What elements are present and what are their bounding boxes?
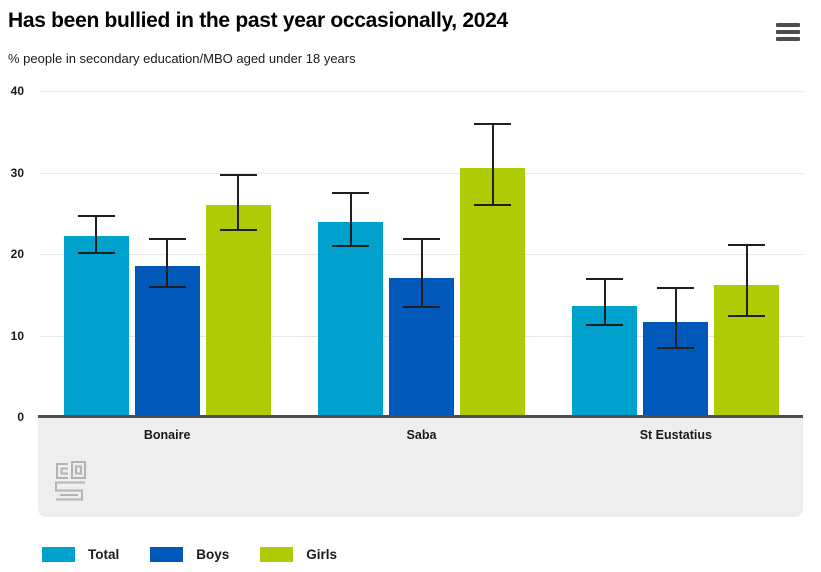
error-bar-cap-high <box>332 191 369 194</box>
error-bar-line <box>166 238 169 288</box>
x-axis-line <box>38 415 803 418</box>
legend-label-boys: Boys <box>196 547 230 562</box>
menu-bar <box>776 30 800 34</box>
error-bar-line <box>603 279 606 325</box>
category-label-st-eustatius: St Eustatius <box>639 428 712 442</box>
error-bar-line <box>349 192 352 246</box>
error-bar-cap-high <box>728 244 766 247</box>
error-bar-cap-low <box>403 305 440 308</box>
x-axis-band <box>38 418 803 517</box>
error-bar-cap-low <box>657 346 695 349</box>
bar-boys-bonaire[interactable] <box>134 266 200 417</box>
legend-item-girls[interactable]: Girls <box>260 547 337 562</box>
y-tick-label-0: 0 <box>17 410 24 424</box>
category-label-saba: Saba <box>406 428 437 442</box>
error-bar-cap-low <box>219 228 257 231</box>
bar-girls-saba[interactable] <box>460 168 525 417</box>
error-bar-line <box>674 288 677 348</box>
menu-bar <box>776 37 800 41</box>
legend-item-boys[interactable]: Boys <box>150 547 229 562</box>
legend-swatch-total <box>42 547 75 562</box>
chart-subtitle: % people in secondary education/MBO aged… <box>8 51 356 66</box>
error-bar-line <box>95 215 98 254</box>
y-tick-label-20: 20 <box>10 247 24 261</box>
error-bar-cap-low <box>77 252 115 255</box>
error-bar-cap-low <box>474 204 511 207</box>
legend-swatch-boys <box>150 547 184 562</box>
error-bar-line <box>745 245 748 316</box>
gridline-30 <box>40 172 803 174</box>
legend-swatch-girls <box>260 547 294 562</box>
gridline-40 <box>40 91 803 92</box>
legend-label-total: Total <box>88 547 120 562</box>
legend-item-total[interactable]: Total <box>42 547 119 562</box>
bar-total-saba[interactable] <box>318 222 383 417</box>
error-bar-cap-high <box>77 214 115 217</box>
bar-girls-bonaire[interactable] <box>205 205 271 417</box>
chart-title: Has been bullied in the past year occasi… <box>8 9 508 32</box>
category-label-bonaire: Bonaire <box>143 428 191 442</box>
bar-total-bonaire[interactable] <box>63 236 129 417</box>
error-bar-cap-low <box>586 323 624 326</box>
error-bar-cap-high <box>219 173 257 176</box>
y-tick-label-40: 40 <box>10 84 24 98</box>
cbs-logo <box>55 461 86 501</box>
error-bar-cap-high <box>148 237 186 240</box>
error-bar-line <box>491 123 494 206</box>
plot-area <box>40 91 803 417</box>
error-bar-cap-low <box>148 286 186 289</box>
y-tick-label-10: 10 <box>10 328 24 343</box>
error-bar-cap-low <box>728 314 766 317</box>
menu-bar <box>776 23 800 27</box>
y-tick-label-30: 30 <box>10 165 24 180</box>
error-bar-line <box>420 238 423 307</box>
error-bar-cap-high <box>586 278 624 281</box>
error-bar-cap-low <box>332 244 369 247</box>
error-bar-cap-high <box>657 287 695 290</box>
legend-label-girls: Girls <box>306 547 338 562</box>
error-bar-line <box>237 174 240 230</box>
legend: Total Boys Girls <box>42 547 368 562</box>
hamburger-menu-icon[interactable] <box>776 22 802 42</box>
error-bar-cap-high <box>403 237 440 240</box>
error-bar-cap-high <box>474 122 511 125</box>
